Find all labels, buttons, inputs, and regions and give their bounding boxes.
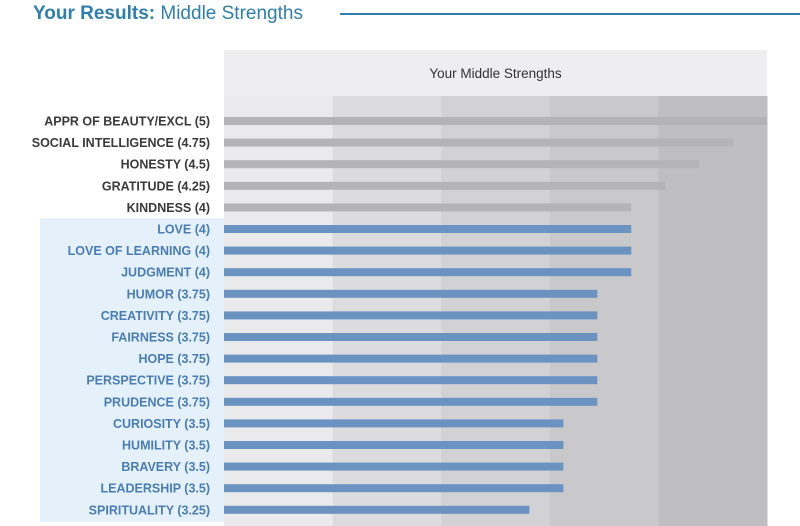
- category-label: KINDNESS (4): [127, 201, 210, 215]
- bar: [224, 117, 767, 125]
- chart-title-area: [224, 50, 767, 96]
- bar: [224, 138, 734, 147]
- bar: [224, 419, 564, 428]
- page-heading: Your Results: Middle Strengths: [33, 0, 800, 28]
- category-label: APPR OF BEAUTY/EXCL (5): [44, 115, 210, 129]
- bar: [224, 354, 598, 363]
- bar: [224, 225, 632, 233]
- heading-rule: [340, 13, 800, 15]
- highlight-background: [40, 218, 224, 522]
- bar: [224, 268, 632, 277]
- bar: [224, 203, 632, 212]
- bar: [224, 376, 598, 385]
- bar: [224, 462, 564, 471]
- bar: [224, 160, 700, 169]
- bar: [224, 246, 632, 255]
- bar: [224, 441, 564, 449]
- bar: [224, 289, 598, 298]
- category-label: JUDGMENT (4): [121, 266, 210, 280]
- chart-bars: [224, 117, 767, 514]
- category-label: HONESTY (4.5): [121, 158, 210, 172]
- bar: [224, 311, 598, 320]
- bar: [224, 397, 598, 406]
- category-label: LEADERSHIP (3.5): [100, 482, 210, 496]
- bar: [224, 181, 666, 190]
- bar: [224, 333, 598, 341]
- category-label: SOCIAL INTELLIGENCE (4.75): [32, 136, 210, 150]
- category-label: HUMILITY (3.5): [122, 439, 210, 453]
- category-label: LOVE OF LEARNING (4): [68, 244, 210, 258]
- category-label: HOPE (3.75): [138, 352, 210, 366]
- category-label: FAIRNESS (3.75): [111, 331, 210, 345]
- category-label: LOVE (4): [157, 223, 210, 237]
- bar: [224, 505, 530, 514]
- category-label: PRUDENCE (3.75): [104, 395, 210, 409]
- category-label: CURIOSITY (3.5): [113, 417, 210, 431]
- heading-rest: Middle Strengths: [155, 3, 303, 24]
- category-label: CREATIVITY (3.75): [101, 309, 210, 323]
- chart-labels: APPR OF BEAUTY/EXCL (5) SOCIAL INTELLIGEN…: [32, 115, 210, 518]
- category-label: BRAVERY (3.5): [121, 460, 210, 474]
- category-label: HUMOR (3.75): [127, 287, 210, 301]
- bar: [224, 484, 564, 493]
- category-label: GRATITUDE (4.25): [102, 179, 210, 193]
- chart-title: Your Middle Strengths: [429, 66, 562, 81]
- category-label: SPIRITUALITY (3.25): [89, 503, 210, 517]
- heading-bold: Your Results:: [33, 3, 156, 24]
- category-label: PERSPECTIVE (3.75): [86, 374, 210, 388]
- highlight-group: [40, 218, 224, 522]
